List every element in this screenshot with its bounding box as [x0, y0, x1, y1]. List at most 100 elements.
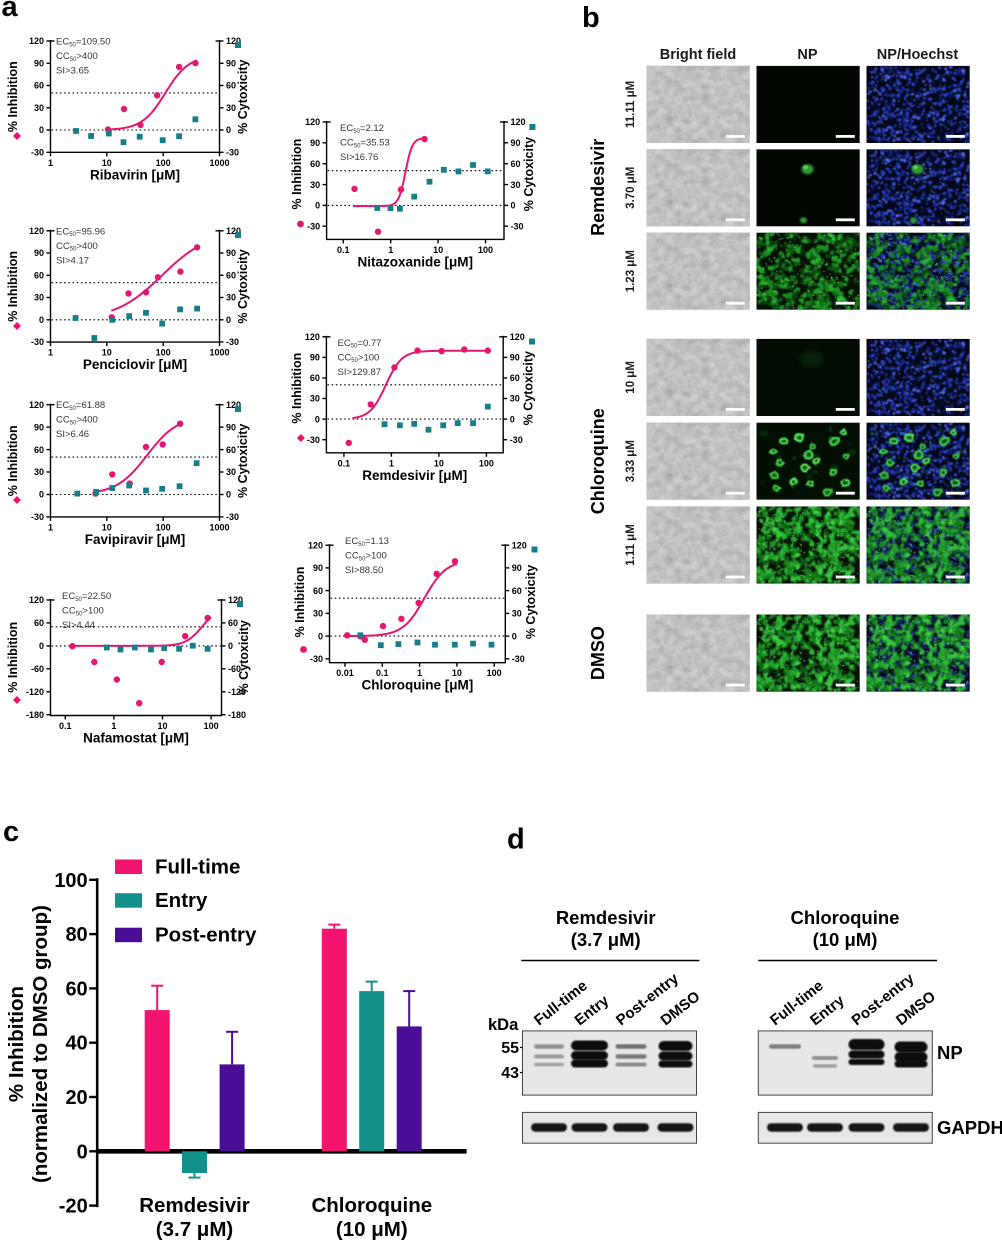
svg-text:0.1: 0.1	[59, 721, 72, 731]
svg-text:0: 0	[39, 641, 44, 651]
svg-text:Favipiravir [μM]: Favipiravir [μM]	[85, 532, 186, 547]
svg-text:Remdesivir: Remdesivir	[588, 139, 608, 236]
svg-text:120: 120	[226, 36, 241, 46]
svg-text:0.1: 0.1	[337, 245, 350, 255]
svg-text:-30: -30	[226, 512, 239, 522]
svg-text:% Inhibition: % Inhibition	[6, 251, 20, 322]
svg-text:-60: -60	[31, 664, 44, 674]
svg-text:% Cytoxicity: % Cytoxicity	[237, 620, 251, 694]
svg-text:60: 60	[34, 445, 44, 455]
svg-text:Post-entry: Post-entry	[155, 924, 257, 947]
svg-text:120: 120	[226, 226, 241, 236]
svg-text:120: 120	[510, 332, 525, 342]
svg-text:0: 0	[226, 490, 231, 500]
svg-text:120: 120	[29, 595, 44, 605]
svg-text:% Cytoxicity: % Cytoxicity	[524, 565, 538, 639]
svg-text:100: 100	[204, 721, 219, 731]
svg-text:CC50>400: CC50>400	[56, 51, 98, 63]
svg-text:90: 90	[226, 59, 236, 69]
svg-text:30: 30	[510, 394, 520, 404]
svg-text:(3.7 μM): (3.7 μM)	[156, 1218, 233, 1241]
svg-text:CC50>100: CC50>100	[338, 352, 380, 364]
svg-text:10: 10	[102, 348, 112, 358]
svg-text:-120: -120	[228, 687, 246, 697]
svg-text:90: 90	[310, 353, 320, 363]
svg-text:EC50=2.12: EC50=2.12	[340, 123, 384, 135]
svg-text:-30: -30	[307, 221, 320, 231]
svg-text:Penciclovir [μM]: Penciclovir [μM]	[83, 357, 187, 372]
svg-text:-120: -120	[26, 687, 44, 697]
svg-text:1.23 μM: 1.23 μM	[625, 250, 637, 292]
svg-text:10: 10	[452, 668, 462, 678]
svg-text:90: 90	[313, 563, 323, 573]
svg-text:1.11 μM: 1.11 μM	[625, 524, 637, 566]
svg-text:(10 μM): (10 μM)	[336, 1218, 408, 1241]
svg-text:-30: -30	[31, 337, 44, 347]
svg-text:SI>129.87: SI>129.87	[338, 367, 382, 378]
svg-text:90: 90	[226, 248, 236, 258]
svg-text:120: 120	[512, 540, 527, 550]
svg-text:% Cytoxicity: % Cytoxicity	[522, 351, 536, 425]
svg-text:60: 60	[511, 159, 521, 169]
svg-text:-30: -30	[510, 435, 523, 445]
svg-text:DMSO: DMSO	[588, 626, 608, 680]
svg-text:1: 1	[48, 158, 53, 168]
svg-text:% Inhibition: % Inhibition	[6, 61, 20, 132]
svg-text:30: 30	[310, 394, 320, 404]
svg-text:EC50=61.88: EC50=61.88	[56, 400, 105, 412]
svg-text:Full-time: Full-time	[155, 856, 240, 879]
svg-text:30: 30	[34, 103, 44, 113]
svg-text:Remdesivir: Remdesivir	[139, 1194, 250, 1217]
svg-text:NP: NP	[797, 47, 817, 63]
svg-text:% Inhibition: % Inhibition	[6, 622, 20, 693]
svg-text:60: 60	[34, 81, 44, 91]
svg-text:90: 90	[510, 353, 520, 363]
svg-text:60: 60	[226, 445, 236, 455]
svg-text:% Cytoxicity: % Cytoxicity	[522, 137, 536, 211]
svg-text:10: 10	[102, 158, 112, 168]
svg-text:0: 0	[511, 201, 516, 211]
svg-text:SI>88.50: SI>88.50	[345, 565, 383, 576]
svg-text:90: 90	[310, 138, 320, 148]
svg-text:Chloroquine: Chloroquine	[791, 907, 900, 928]
svg-text:90: 90	[34, 248, 44, 258]
svg-text:120: 120	[29, 226, 44, 236]
svg-text:60: 60	[226, 81, 236, 91]
svg-text:120: 120	[305, 332, 320, 342]
svg-text:60: 60	[226, 271, 236, 281]
svg-text:d: d	[507, 824, 525, 856]
svg-text:% Cytoxicity: % Cytoxicity	[236, 424, 250, 498]
svg-text:0: 0	[512, 631, 517, 641]
svg-text:Ribavirin [μM]: Ribavirin [μM]	[90, 167, 180, 182]
svg-text:60: 60	[34, 618, 44, 628]
svg-text:0: 0	[39, 315, 44, 325]
svg-text:30: 30	[512, 609, 522, 619]
svg-text:100: 100	[156, 348, 171, 358]
svg-text:Entry: Entry	[155, 889, 208, 912]
svg-text:0: 0	[226, 315, 231, 325]
svg-text:NP: NP	[937, 1042, 963, 1063]
svg-text:1000: 1000	[209, 348, 229, 358]
svg-text:30: 30	[310, 180, 320, 190]
svg-text:0.01: 0.01	[336, 668, 354, 678]
svg-text:-30: -30	[512, 654, 525, 664]
svg-text:0: 0	[510, 414, 515, 424]
svg-text:1: 1	[417, 668, 422, 678]
svg-text:NP/Hoechst: NP/Hoechst	[877, 47, 959, 63]
svg-text:0: 0	[228, 641, 233, 651]
svg-text:30: 30	[511, 180, 521, 190]
svg-text:Bright field: Bright field	[660, 47, 737, 63]
svg-text:80: 80	[65, 924, 87, 946]
svg-text:10: 10	[433, 245, 443, 255]
svg-text:30: 30	[34, 293, 44, 303]
svg-text:60: 60	[228, 618, 238, 628]
svg-text:-20: -20	[59, 1196, 88, 1218]
svg-text:EC50=109.50: EC50=109.50	[56, 37, 111, 49]
svg-text:CC50=35.53: CC50=35.53	[340, 138, 390, 150]
svg-text:-180: -180	[26, 710, 44, 720]
svg-text:0: 0	[318, 631, 323, 641]
svg-text:90: 90	[34, 422, 44, 432]
svg-text:30: 30	[34, 467, 44, 477]
svg-text:SI>3.65: SI>3.65	[56, 66, 89, 77]
svg-text:0: 0	[315, 414, 320, 424]
